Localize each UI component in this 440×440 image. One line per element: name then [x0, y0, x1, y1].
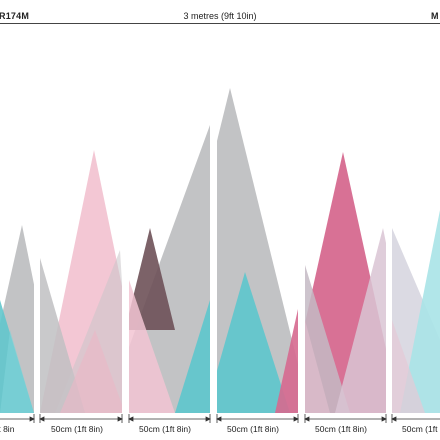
- product-code-left: R174M: [0, 11, 30, 21]
- panel-2-artwork: [40, 150, 122, 413]
- panel-3-dimension-arrow: [128, 414, 211, 423]
- panel-3-width-label: 50cm (1ft 8in): [139, 424, 191, 434]
- panel-1-width-label: ft 8in: [0, 424, 15, 434]
- teal-peak: [217, 272, 290, 413]
- pink-peak: [60, 330, 122, 413]
- panel-5-artwork: [305, 152, 386, 413]
- panel-6-width-label: 50cm (1ft 8in): [402, 424, 440, 434]
- panel-6-dimension-arrow: [391, 414, 440, 423]
- panel-4-width-label: 50cm (1ft 8in): [227, 424, 279, 434]
- header: R174M 3 metres (9ft 10in) M: [0, 0, 440, 30]
- panel-2-width-label: 50cm (1ft 8in): [51, 424, 103, 434]
- panel-4-artwork: [217, 88, 298, 413]
- mauve-peak: [129, 228, 175, 330]
- panel-6-artwork: [392, 210, 440, 413]
- panel-1-dimension-arrow: [0, 414, 35, 423]
- lavender-peak: [335, 228, 386, 413]
- panel-5-width-label: 50cm (1ft 8in): [315, 424, 367, 434]
- total-width-label: 3 metres (9ft 10in): [183, 11, 257, 21]
- panel-3-artwork: [129, 125, 210, 413]
- product-code-right: M: [431, 11, 439, 21]
- lavender-peak: [305, 320, 330, 413]
- panel-5-dimension-arrow: [304, 414, 387, 423]
- light-teal-peak: [400, 210, 440, 413]
- pink-peak: [392, 320, 425, 413]
- dimension-markers: [0, 414, 440, 423]
- teal-peak: [175, 300, 210, 413]
- magenta-peak: [275, 309, 298, 413]
- top-dimension-rule: [0, 23, 440, 24]
- panel-1-artwork: [0, 225, 34, 413]
- teal-peak: [0, 330, 34, 413]
- pink-peak: [129, 280, 175, 413]
- panel-2-dimension-arrow: [39, 414, 123, 423]
- panel-4-dimension-arrow: [216, 414, 299, 423]
